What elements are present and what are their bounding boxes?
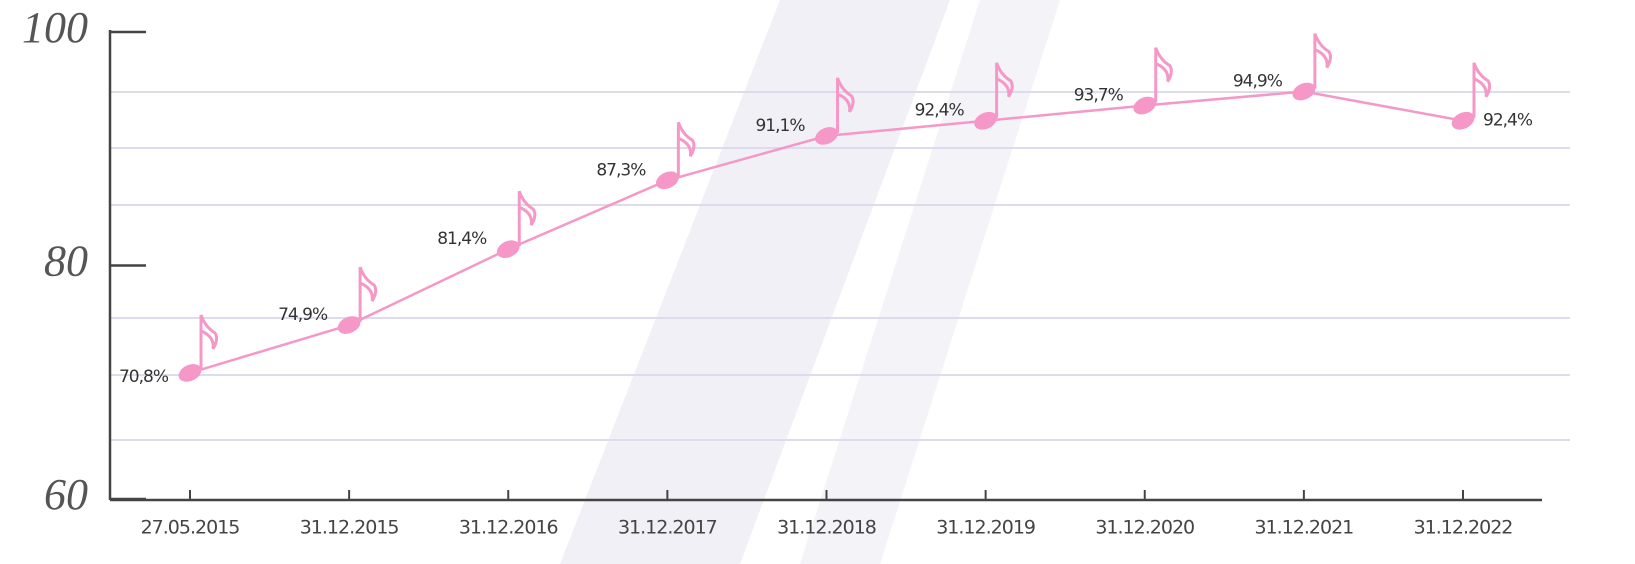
note-head (178, 364, 202, 382)
note-head (1451, 111, 1475, 130)
note-head (337, 316, 361, 334)
note-flag (1313, 33, 1332, 69)
y-tick-label: 80 (44, 237, 88, 286)
note-flag (1154, 47, 1173, 83)
y-tick-label: 60 (44, 470, 88, 519)
note-flag (199, 314, 219, 350)
y-tick-label: 100 (22, 3, 88, 52)
x-tick-label: 31.12.2018 (777, 517, 876, 539)
x-tick-label: 31.12.2020 (1095, 517, 1194, 539)
x-tick-label: 31.12.2017 (618, 517, 717, 539)
x-tick-label: 31.12.2021 (1254, 517, 1353, 539)
value-label: 87,3% (596, 160, 646, 180)
note-flag (517, 190, 537, 226)
value-label: 70,8% (119, 367, 169, 387)
x-tick-label: 31.12.2022 (1414, 517, 1513, 539)
note-flag (1472, 62, 1492, 98)
x-tick-label: 31.12.2019 (936, 517, 1035, 539)
note-head (815, 127, 838, 145)
x-tick-label: 27.05.2015 (141, 517, 240, 539)
note-flag (676, 121, 696, 158)
value-label: 93,7% (1074, 86, 1124, 106)
note-head (655, 171, 679, 190)
value-label: 94,9% (1233, 72, 1283, 92)
note-head (1133, 96, 1157, 115)
value-label: 92,4% (1483, 111, 1533, 131)
note-head (496, 240, 520, 259)
value-label: 92,4% (915, 101, 965, 121)
note-head (1292, 82, 1316, 101)
value-label: 91,1% (755, 116, 805, 136)
note-flag (995, 62, 1014, 98)
x-tick-label: 31.12.2016 (459, 517, 558, 539)
note-flag (358, 266, 378, 302)
x-tick-label: 31.12.2015 (300, 517, 399, 539)
note-head (974, 111, 998, 130)
value-label: 81,4% (437, 229, 487, 249)
note-flag (836, 77, 855, 113)
background-decor (560, 0, 1060, 564)
value-label: 74,9% (278, 305, 328, 325)
